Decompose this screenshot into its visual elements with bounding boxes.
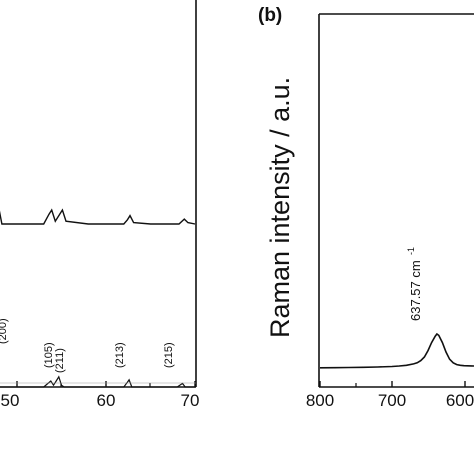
peak-label-105: (105) xyxy=(43,342,55,368)
panel-b-label: (b) xyxy=(258,5,282,26)
panel-b-peak-annotation: 637.57 cm -1 xyxy=(406,247,423,321)
panel-b-y-axis-label: Raman intensity / a.u. xyxy=(265,77,295,338)
panel-a: 50 60 70 (200) (105) (211) (213) (215) xyxy=(0,0,199,410)
panel-b: (b) Raman intensity / a.u. 800 700 600 6… xyxy=(258,5,474,410)
peak-label-213: (213) xyxy=(114,342,126,368)
peak-label-211: (211) xyxy=(54,348,66,373)
peak-label-200: (200) xyxy=(0,318,9,344)
panel-a-series-bottom xyxy=(0,375,195,388)
panel-b-ticklabel-600: 600 xyxy=(446,391,474,410)
panel-b-ticklabel-700: 700 xyxy=(378,391,406,410)
peak-label-215: (215) xyxy=(163,342,175,368)
raman-peak-annotation: 637.57 cm xyxy=(408,260,423,321)
panel-a-ticklabel-60: 60 xyxy=(97,391,116,410)
panel-a-peak-labels: (200) (105) (211) (213) (215) xyxy=(0,318,175,373)
panel-a-ticklabel-70: 70 xyxy=(181,391,200,410)
panel-b-ticklabel-800: 800 xyxy=(306,391,334,410)
panel-a-ticklabel-50: 50 xyxy=(1,391,20,410)
panel-a-series-top xyxy=(0,208,196,225)
raman-peak-annotation-superscript: -1 xyxy=(406,247,416,255)
panel-b-raman-series xyxy=(319,332,474,369)
